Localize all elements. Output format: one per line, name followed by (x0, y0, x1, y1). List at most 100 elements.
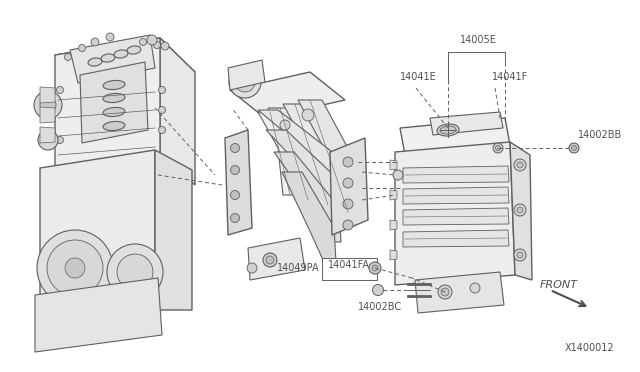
Circle shape (159, 87, 166, 93)
Polygon shape (40, 87, 55, 103)
Circle shape (140, 38, 147, 45)
Polygon shape (155, 150, 192, 310)
Polygon shape (390, 190, 397, 200)
Polygon shape (160, 38, 195, 185)
Circle shape (230, 144, 239, 153)
Circle shape (38, 130, 58, 150)
Circle shape (91, 38, 99, 46)
Polygon shape (510, 142, 532, 280)
Polygon shape (55, 38, 160, 170)
Polygon shape (274, 152, 341, 242)
Polygon shape (228, 60, 265, 90)
Circle shape (470, 283, 480, 293)
Text: 14041F: 14041F (492, 72, 528, 82)
Polygon shape (40, 127, 55, 143)
Polygon shape (248, 238, 305, 280)
Circle shape (441, 288, 449, 296)
Circle shape (79, 45, 86, 51)
Circle shape (302, 109, 314, 121)
Circle shape (372, 265, 378, 271)
Polygon shape (35, 278, 162, 352)
Circle shape (247, 263, 257, 273)
Circle shape (161, 42, 169, 50)
Polygon shape (225, 130, 252, 235)
Circle shape (263, 253, 277, 267)
Circle shape (514, 204, 526, 216)
Polygon shape (400, 118, 510, 155)
Circle shape (514, 249, 526, 261)
Text: FRONT: FRONT (540, 280, 578, 290)
Circle shape (495, 145, 500, 151)
Ellipse shape (103, 121, 125, 131)
Polygon shape (390, 220, 397, 230)
Polygon shape (268, 108, 325, 200)
Polygon shape (403, 166, 509, 183)
Polygon shape (40, 107, 55, 123)
Circle shape (56, 137, 63, 144)
Polygon shape (283, 104, 345, 205)
Circle shape (37, 230, 113, 306)
Circle shape (159, 126, 166, 134)
Circle shape (229, 66, 261, 98)
Circle shape (40, 97, 56, 113)
Circle shape (372, 285, 383, 295)
Text: X1400012: X1400012 (565, 343, 615, 353)
Ellipse shape (127, 46, 141, 54)
Ellipse shape (114, 50, 128, 58)
Polygon shape (430, 112, 503, 135)
Ellipse shape (101, 54, 115, 62)
Circle shape (343, 157, 353, 167)
Polygon shape (80, 62, 148, 143)
Circle shape (343, 220, 353, 230)
Polygon shape (395, 142, 515, 285)
Ellipse shape (103, 93, 125, 103)
Circle shape (34, 91, 62, 119)
Ellipse shape (440, 126, 456, 134)
Polygon shape (415, 272, 504, 313)
Circle shape (117, 254, 153, 290)
Circle shape (343, 178, 353, 188)
Polygon shape (330, 138, 368, 235)
Ellipse shape (103, 108, 125, 116)
Circle shape (572, 145, 577, 151)
Text: 14002BC: 14002BC (358, 302, 402, 312)
Polygon shape (282, 172, 336, 262)
Circle shape (106, 33, 114, 41)
Text: 14002BB: 14002BB (578, 130, 622, 140)
Polygon shape (230, 72, 345, 118)
Text: 14005E: 14005E (460, 35, 497, 45)
Circle shape (241, 78, 249, 86)
Circle shape (65, 54, 72, 61)
Circle shape (230, 214, 239, 222)
Circle shape (517, 207, 523, 213)
Polygon shape (70, 35, 155, 83)
Circle shape (230, 166, 239, 174)
Circle shape (438, 285, 452, 299)
Polygon shape (55, 38, 195, 90)
Polygon shape (298, 100, 365, 212)
Circle shape (517, 252, 523, 258)
Circle shape (343, 199, 353, 209)
Circle shape (47, 240, 103, 296)
Polygon shape (403, 187, 509, 204)
Circle shape (393, 170, 403, 180)
Text: 14049PA: 14049PA (277, 263, 320, 273)
Text: 14041FA: 14041FA (328, 260, 370, 270)
Polygon shape (266, 130, 346, 220)
Polygon shape (258, 110, 351, 200)
Polygon shape (403, 208, 509, 225)
Polygon shape (390, 250, 397, 260)
Circle shape (517, 162, 523, 168)
Circle shape (56, 87, 63, 93)
Circle shape (569, 143, 579, 153)
Ellipse shape (437, 124, 459, 136)
Circle shape (159, 106, 166, 113)
Polygon shape (40, 150, 155, 328)
Polygon shape (258, 112, 307, 195)
Circle shape (154, 42, 161, 48)
FancyBboxPatch shape (322, 258, 377, 280)
Ellipse shape (88, 58, 102, 66)
Circle shape (107, 244, 163, 300)
Circle shape (266, 256, 274, 264)
Polygon shape (403, 230, 509, 247)
